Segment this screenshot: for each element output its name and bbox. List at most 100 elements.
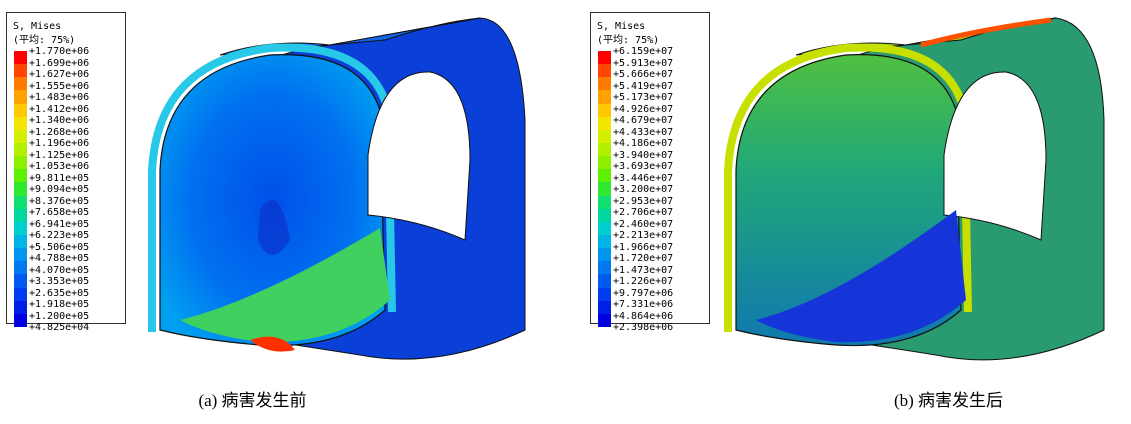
legend-tick-label: +1.966e+07 [613,241,674,253]
legend-subtitle: (平均: 75%) [13,35,76,46]
color-bar-segment [14,116,27,130]
color-bar-segment [14,156,27,170]
color-bar-segment [598,274,611,288]
legend-tick-label: +4.788e+05 [29,253,90,264]
caption: (b) 病害发生后 [893,391,1004,410]
legend-tick-label: +1.555e+06 [29,80,90,92]
legend-tick-label: +8.376e+05 [29,195,90,207]
legend-title: S, Mises [13,21,62,32]
legend-tick-label: +1.720e+07 [613,253,674,264]
legend-tick-label: +1.125e+06 [29,149,90,161]
legend-tick-label: +3.200e+07 [613,184,674,195]
legend-tick-label: +1.412e+06 [29,103,90,115]
legend-tick-label: +1.627e+06 [29,69,90,80]
color-bar-segment [14,208,27,222]
color-bar-segment [14,261,27,275]
floor-stress-region [180,228,390,343]
legend-tick-label: +6.941e+05 [29,218,90,230]
legend-tick-label: +3.940e+07 [613,149,674,161]
legend-tick-label: +4.186e+07 [613,138,674,149]
color-bar-segment [598,142,611,157]
legend-tick-label: +1.226e+07 [613,276,674,287]
legend-tick-label: +1.053e+06 [29,161,90,172]
tunnel-rim [724,43,972,332]
color-bar-segment [598,234,611,249]
color-bar-segment [14,195,27,209]
color-bar-segment [598,221,611,235]
tunnel-stress-render [724,17,1105,361]
color-bar-segment [14,287,27,301]
panel-before: S, Mises (平均: 75%) +1.770e+06 +1.699e+06 +… [0,0,565,424]
legend-tick-label: +1.473e+07 [613,264,674,276]
legend: S, Mises (平均: 75%) +1.770e+06 +1.699e+06 +… [6,12,126,333]
legend-tick-label: +1.770e+06 [29,46,90,57]
legend-tick-label: +9.797e+06 [613,287,674,299]
legend-tick-label: +4.926e+07 [613,103,674,115]
panel-after: S, Mises (平均: 75%) +6.159e+07 +5.913e+07 +… [566,0,1131,424]
legend-tick-label: +9.811e+05 [29,172,90,184]
legend-subtitle: (平均: 75%) [597,35,660,46]
legend-tick-label: +5.913e+07 [613,57,674,69]
caption: (a) 病害发生前 [198,391,307,410]
tunnel-back-opening [943,71,1047,241]
color-bar-segment [14,169,27,183]
color-bar-segment [598,64,611,78]
legend-tick-label: +1.483e+06 [29,92,90,103]
legend-ticks: +6.159e+07 +5.913e+07 +5.666e+07 +5.419e+07… [613,46,673,334]
color-bar [14,51,27,327]
legend-tick-label: +4.679e+07 [613,115,674,126]
legend-tick-label: +7.331e+06 [613,299,674,310]
legend-tick-label: +1.340e+06 [29,115,90,126]
legend-ticks: +1.770e+06 +1.699e+06 +1.627e+06 +1.555e+06… [29,46,89,334]
color-bar-segment [14,300,27,314]
floor-low-stress-region [756,210,966,343]
color-bar-segment [14,221,27,235]
color-bar-segment [598,261,611,275]
color-bar-segment [598,156,611,170]
color-bar-segment [598,208,611,222]
legend-tick-label: +1.268e+06 [29,126,90,138]
legend-tick-label: +2.398e+06 [613,322,674,333]
color-bar-segment [14,64,27,78]
legend-tick-label: +3.353e+05 [29,276,90,287]
legend-tick-label: +5.419e+07 [613,80,674,92]
legend-tick-label: +3.693e+07 [613,161,674,172]
legend-tick-label: +2.635e+05 [29,287,90,299]
legend-tick-label: +2.213e+07 [613,230,674,241]
color-bar-segment [14,313,27,327]
legend-tick-label: +4.433e+07 [613,126,674,138]
tunnel-back-opening [367,71,471,241]
legend-title: S, Mises [597,21,646,32]
color-bar-segment [14,90,27,104]
legend-tick-label: +2.953e+07 [613,195,674,207]
legend-tick-label: +1.699e+06 [29,57,90,69]
color-bar-segment [14,142,27,157]
color-bar-segment [14,182,27,196]
color-bar-segment [598,182,611,196]
color-bar-segment [598,169,611,183]
legend-tick-label: +1.196e+06 [29,138,90,149]
color-bar [598,51,611,327]
legend-tick-label: +2.460e+07 [613,218,674,230]
color-bar-segment [14,248,27,262]
legend-tick-label: +6.223e+05 [29,230,90,241]
legend-tick-label: +4.864e+06 [613,310,674,322]
low-stress-patch [258,200,290,255]
color-bar-segment [598,287,611,301]
color-bar-segment [598,248,611,262]
color-bar-segment [14,234,27,249]
legend-tick-label: +5.666e+07 [613,69,674,80]
color-bar-segment [598,90,611,104]
color-bar-segment [598,300,611,314]
color-bar-segment [14,274,27,288]
legend-tick-label: +7.658e+05 [29,207,90,218]
color-bar-segment [14,129,27,143]
tunnel-rim [148,43,396,332]
legend: S, Mises (平均: 75%) +6.159e+07 +5.913e+07 +… [590,12,710,333]
legend-tick-label: +9.094e+05 [29,184,90,195]
legend-tick-label: +4.825e+04 [29,322,90,333]
peak-stress-spot [250,336,295,352]
color-bar-segment [598,313,611,327]
color-bar-segment [14,51,27,65]
color-bar-segment [14,103,27,117]
